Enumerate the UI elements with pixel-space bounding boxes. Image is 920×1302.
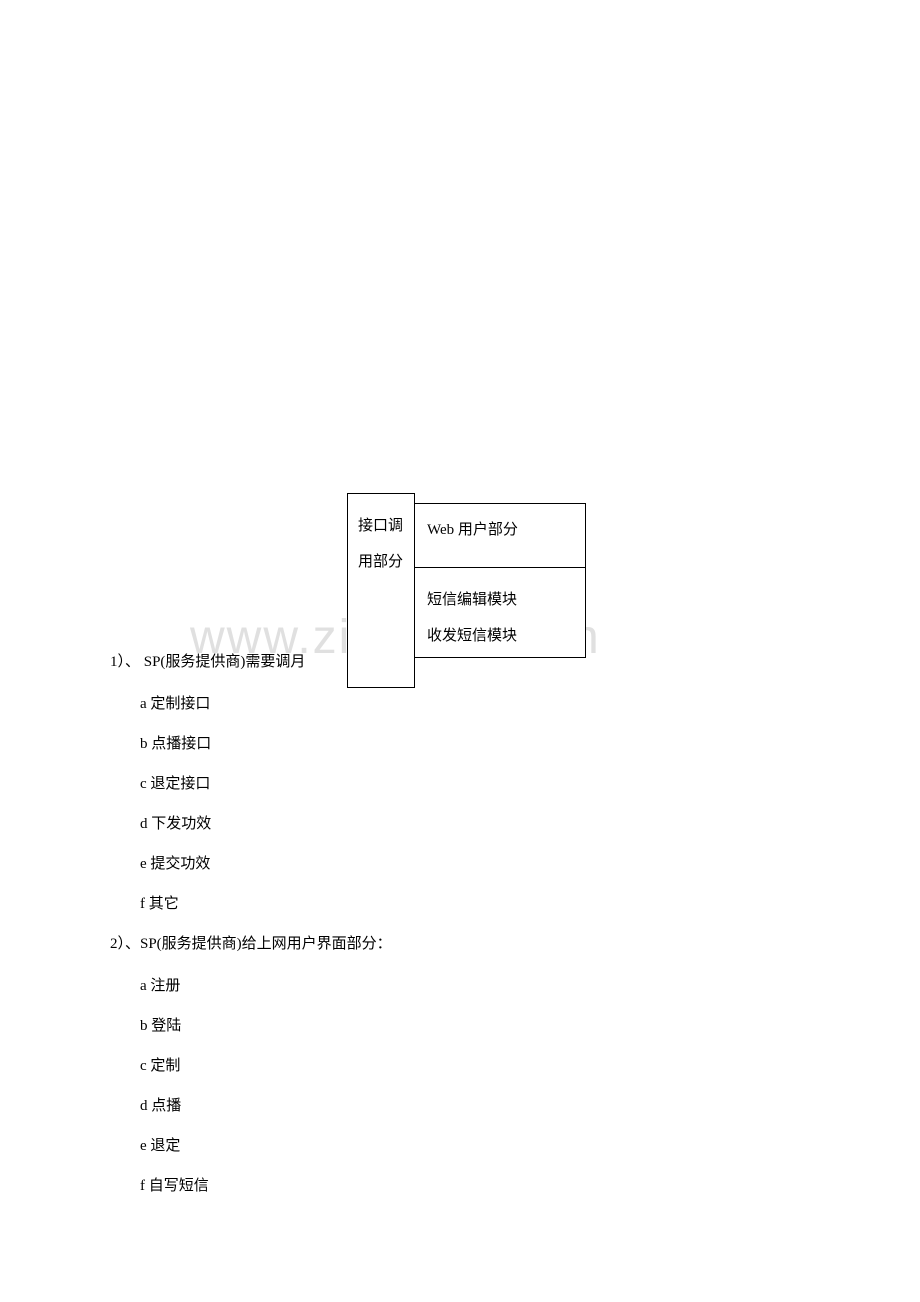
section-2-item-c: c 定制 [140,1054,392,1078]
section-1-item-a: a 定制接口 [140,692,392,716]
diagram-right-top-box: Web 用户部分 [415,503,586,568]
section-2-heading: 2）、SP(服务提供商)给上网用户界面部分： [110,932,392,956]
section-1-item-d: d 下发功效 [140,812,392,836]
section-2-item-e: e 退定 [140,1134,392,1158]
section-1-item-e: e 提交功效 [140,852,392,876]
section-2-item-d: d 点播 [140,1094,392,1118]
diagram-left-box: 接口调用部分 [347,493,415,688]
section-2-item-a: a 注册 [140,974,392,998]
diagram-right-top-text: Web 用户部分 [427,518,573,539]
diagram-right-bottom-line1: 短信编辑模块 [427,582,573,618]
diagram-right-bottom-box: 短信编辑模块 收发短信模块 [415,568,586,658]
section-1-item-f: f 其它 [140,892,392,916]
section-1-item-c: c 退定接口 [140,772,392,796]
section-1-item-b: b 点播接口 [140,732,392,756]
section-2-item-f: f 自写短信 [140,1174,392,1198]
section-2-item-b: b 登陆 [140,1014,392,1038]
diagram-right-bottom-line2: 收发短信模块 [427,618,573,654]
diagram-left-text: 接口调用部分 [358,508,404,580]
content-area: 1）、 SP(服务提供商)需要调月 a 定制接口 b 点播接口 c 退定接口 d… [110,650,392,1214]
